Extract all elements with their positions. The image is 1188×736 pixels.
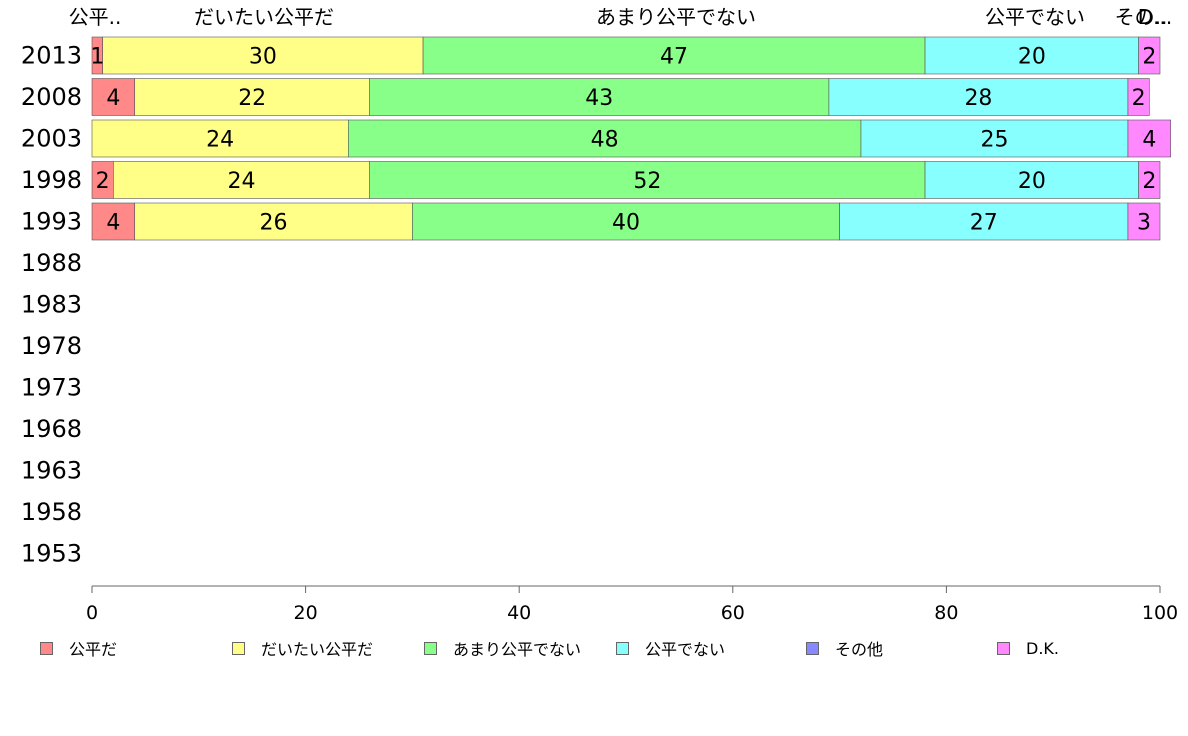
legend-item: 公平だ [40, 636, 117, 660]
data-label: 28 [964, 86, 992, 111]
category-label: 1993 [21, 208, 82, 236]
category-label: 1963 [21, 457, 82, 485]
bar-segment [134, 78, 370, 116]
data-label: 27 [970, 211, 998, 236]
bar-segment [91, 119, 349, 158]
data-label: 43 [585, 86, 613, 111]
legend-label: 公平でない [645, 640, 726, 659]
bar-segment [1138, 161, 1161, 199]
x-tick-label: 80 [934, 602, 958, 624]
data-label: 20 [1018, 45, 1046, 70]
series-header-5: D... [1138, 5, 1172, 29]
data-label: 2 [1132, 86, 1146, 111]
legend-item: 公平でない [616, 636, 725, 660]
data-label: 2 [96, 169, 110, 194]
bar-segment [924, 161, 1139, 199]
legend-swatch [806, 641, 819, 655]
category-label: 2008 [21, 83, 82, 111]
category-label: 1958 [21, 498, 82, 526]
data-label: 1 [90, 45, 104, 70]
bar-segment [1127, 78, 1150, 116]
legend-item: だいたい公平だ [232, 636, 373, 660]
bar-segment [1138, 36, 1161, 75]
bar-segment [924, 36, 1139, 75]
legend-label: あまり公平でない [453, 640, 582, 659]
data-label: 3 [1137, 211, 1151, 236]
legend-swatch [616, 641, 629, 655]
legend-swatch [424, 641, 437, 655]
category-label: 2003 [21, 125, 82, 153]
data-label: 52 [633, 169, 661, 194]
data-label: 2 [1142, 45, 1156, 70]
legend-swatch [232, 641, 245, 655]
bar-segment [860, 119, 1129, 158]
category-label: 1968 [21, 415, 82, 443]
x-tick-label: 20 [294, 602, 318, 624]
data-label: 47 [660, 45, 688, 70]
legend-item: D.K. [997, 636, 1059, 660]
legend-item: あまり公平でない [424, 636, 581, 660]
legend-label: D.K. [1026, 638, 1059, 658]
data-label: 24 [206, 128, 234, 153]
bar-segment [348, 119, 862, 158]
bar-segment [369, 161, 926, 199]
legend-label: だいたい公平だ [261, 640, 374, 659]
x-tick-label: 40 [507, 602, 531, 624]
category-label: 2013 [21, 42, 82, 70]
data-label: 4 [1142, 128, 1156, 153]
category-label: 1973 [21, 374, 82, 402]
x-tick-label: 60 [721, 602, 745, 624]
chart-legend: 公平だ だいたい公平だ あまり公平でない 公平でない その他 D.K. [0, 636, 1188, 666]
series-header-4: その.. [1115, 5, 1168, 29]
bar-segment [102, 36, 424, 75]
bar-segment [1127, 119, 1171, 158]
bar-segment [369, 78, 830, 116]
category-label: 1983 [21, 291, 82, 319]
data-label: 2 [1142, 169, 1156, 194]
legend-label: その他 [835, 640, 884, 659]
bar-segment [828, 78, 1129, 116]
x-tick-label: 100 [1142, 602, 1178, 624]
category-label: 1953 [21, 540, 82, 568]
legend-swatch [40, 641, 53, 655]
data-label: 22 [238, 86, 266, 111]
x-tick-label: 0 [86, 602, 98, 624]
data-label: 26 [260, 211, 288, 236]
bar-segment [91, 78, 136, 116]
category-label: 1998 [21, 166, 82, 194]
bar-segment [412, 202, 840, 241]
category-label: 1988 [21, 249, 82, 277]
data-label: 24 [228, 169, 256, 194]
bar-segment [113, 161, 370, 199]
bar-segment [1127, 202, 1161, 241]
bar-segment [839, 202, 1129, 241]
series-header-0: 公平.. [69, 5, 122, 29]
bar-segment [134, 202, 413, 241]
bar-segment [91, 202, 136, 241]
data-label: 30 [249, 45, 277, 70]
legend-label: 公平だ [69, 640, 118, 659]
data-label: 4 [106, 86, 120, 111]
legend-swatch [997, 641, 1010, 655]
category-label: 1978 [21, 332, 82, 360]
series-header-3: 公平でない [985, 5, 1085, 29]
stacked-bar-chart: 公平.. だいたい公平だ あまり公平でない 公平でない その..D...2013 1 30 4… [21, 5, 1178, 624]
series-header-1: だいたい公平だ [194, 5, 334, 29]
legend-item: その他 [806, 636, 883, 660]
data-label: 40 [612, 211, 640, 236]
data-label: 48 [591, 128, 619, 153]
data-label: 4 [106, 211, 120, 236]
series-header-2: あまり公平でない [596, 5, 756, 29]
data-label: 25 [980, 128, 1008, 153]
data-label: 20 [1018, 169, 1046, 194]
